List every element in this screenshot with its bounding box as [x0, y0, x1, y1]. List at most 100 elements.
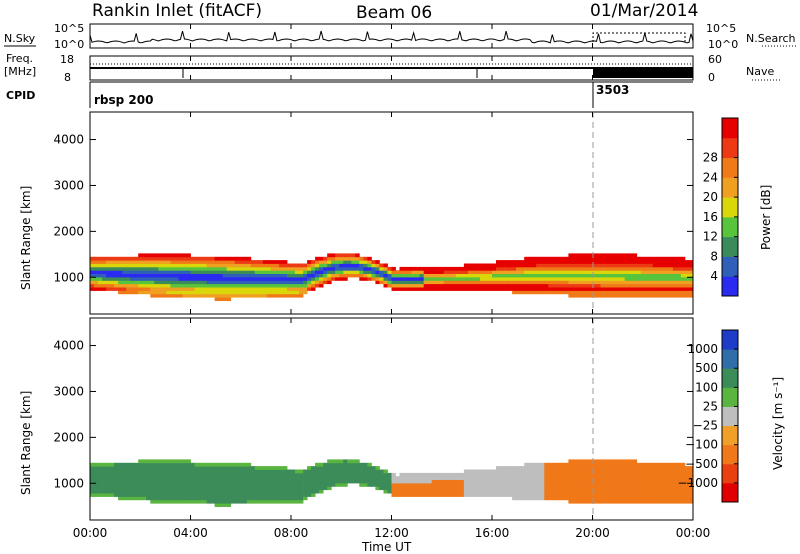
power-cell: [528, 263, 533, 268]
velocity-cell: [134, 493, 139, 497]
power-cell: [652, 287, 658, 291]
power-cell: [174, 293, 179, 298]
power-cell: [624, 263, 630, 268]
velocity-cell: [166, 462, 171, 467]
velocity-cell: [182, 489, 187, 494]
power-cell: [685, 260, 690, 264]
power-cell: [536, 260, 541, 264]
power-cell: [303, 266, 308, 271]
power-cell: [548, 277, 553, 281]
power-cell: [556, 287, 561, 291]
power-cell: [287, 280, 292, 285]
power-cell: [439, 277, 445, 281]
velocity-cell: [150, 476, 155, 480]
velocity-cell: [250, 479, 256, 484]
power-cell: [496, 280, 501, 285]
velocity-cell: [146, 472, 151, 477]
velocity-cell: [544, 479, 549, 484]
velocity-cell: [210, 493, 215, 497]
velocity-cell: [680, 472, 686, 477]
velocity-cell: [258, 476, 264, 480]
velocity-cell: [355, 459, 360, 464]
power-cell: [258, 273, 264, 278]
velocity-cell: [484, 469, 489, 474]
power-cell: [246, 293, 252, 298]
velocity-cell: [194, 493, 199, 497]
velocity-cell: [624, 486, 630, 491]
velocity-cell: [660, 493, 666, 497]
velocity-cbar-swatch: [722, 368, 738, 388]
power-cell: [194, 256, 199, 261]
velocity-cbar-tick: 1000: [687, 342, 718, 356]
velocity-cell: [327, 469, 332, 474]
velocity-cell: [154, 486, 159, 491]
velocity-cell: [548, 496, 553, 501]
velocity-cell: [182, 493, 187, 497]
velocity-cell: [202, 466, 207, 470]
velocity-cell: [520, 476, 525, 480]
power-cell: [576, 263, 581, 268]
velocity-cell: [604, 472, 609, 477]
velocity-cell: [335, 476, 340, 480]
power-cell: [624, 287, 630, 291]
velocity-cell: [258, 496, 264, 501]
power-cell: [331, 260, 336, 264]
velocity-cell: [210, 476, 215, 480]
velocity-cell: [685, 489, 690, 494]
velocity-cell: [568, 499, 573, 504]
velocity-cell: [335, 479, 340, 484]
power-cell: [556, 270, 561, 274]
power-cell: [479, 280, 485, 285]
power-cell: [592, 277, 597, 281]
velocity-cell: [363, 476, 368, 480]
velocity-cell: [656, 472, 662, 477]
velocity-cell: [222, 483, 228, 487]
power-cell: [443, 273, 449, 278]
velocity-cell: [150, 459, 155, 464]
velocity-cell: [182, 472, 187, 477]
velocity-cell: [512, 486, 517, 491]
velocity-cell: [616, 476, 621, 480]
power-cell: [391, 273, 396, 278]
power-cell: [544, 280, 549, 285]
velocity-cell: [238, 496, 244, 501]
power-cell: [664, 287, 670, 291]
velocity-cell: [222, 503, 228, 507]
velocity-cell: [206, 496, 211, 501]
velocity-cell: [664, 483, 670, 487]
velocity-cell: [640, 469, 646, 474]
velocity-cell: [238, 476, 244, 480]
power-cell: [190, 283, 195, 288]
velocity-cell: [415, 472, 420, 477]
power-cell: [624, 260, 630, 264]
velocity-cell: [475, 493, 481, 497]
velocity-cell: [604, 476, 609, 480]
power-cell: [672, 270, 678, 274]
velocity-cell: [628, 459, 634, 464]
velocity-cell: [274, 486, 280, 491]
power-cell: [668, 263, 674, 268]
velocity-cell: [319, 472, 324, 477]
power-cell: [596, 293, 601, 298]
velocity-cell: [496, 469, 501, 474]
velocity-cell: [604, 483, 609, 487]
velocity-cell: [266, 493, 272, 497]
velocity-cell: [130, 493, 135, 497]
power-cell: [500, 270, 505, 274]
power-cell: [198, 260, 203, 264]
cpid-segment-2: 3503: [596, 83, 629, 97]
velocity-cell: [496, 476, 501, 480]
power-cell: [475, 280, 481, 285]
power-cell: [230, 287, 236, 291]
velocity-cell: [190, 483, 195, 487]
power-cell: [512, 287, 517, 291]
power-cell: [242, 290, 248, 295]
power-cell: [214, 290, 219, 295]
power-cell: [484, 277, 489, 281]
velocity-cell: [383, 476, 388, 480]
power-cell: [355, 273, 360, 278]
velocity-cell: [359, 476, 364, 480]
power-cell: [162, 280, 167, 285]
power-cell: [492, 266, 497, 271]
power-cell: [568, 287, 573, 291]
